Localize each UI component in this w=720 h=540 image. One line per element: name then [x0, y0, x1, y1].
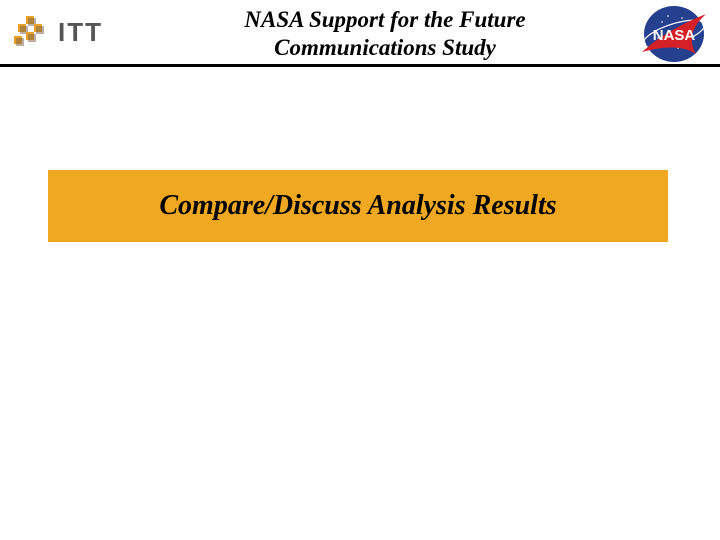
header-title: NASA Support for the Future Communicatio… — [160, 6, 610, 61]
header-divider — [0, 64, 720, 67]
nasa-logo-text: NASA — [653, 27, 696, 44]
itt-logo-text: ITT — [58, 17, 103, 48]
nasa-logo: NASA — [638, 4, 710, 64]
itt-logo: ITT — [10, 8, 150, 56]
header-title-line2: Communications Study — [274, 35, 496, 60]
section-banner: Compare/Discuss Analysis Results — [48, 170, 668, 242]
section-banner-text: Compare/Discuss Analysis Results — [159, 190, 556, 222]
header-title-line1: NASA Support for the Future — [244, 7, 525, 32]
slide-header: ITT NASA Support for the Future Communic… — [0, 0, 720, 70]
itt-logo-mark — [10, 12, 50, 52]
